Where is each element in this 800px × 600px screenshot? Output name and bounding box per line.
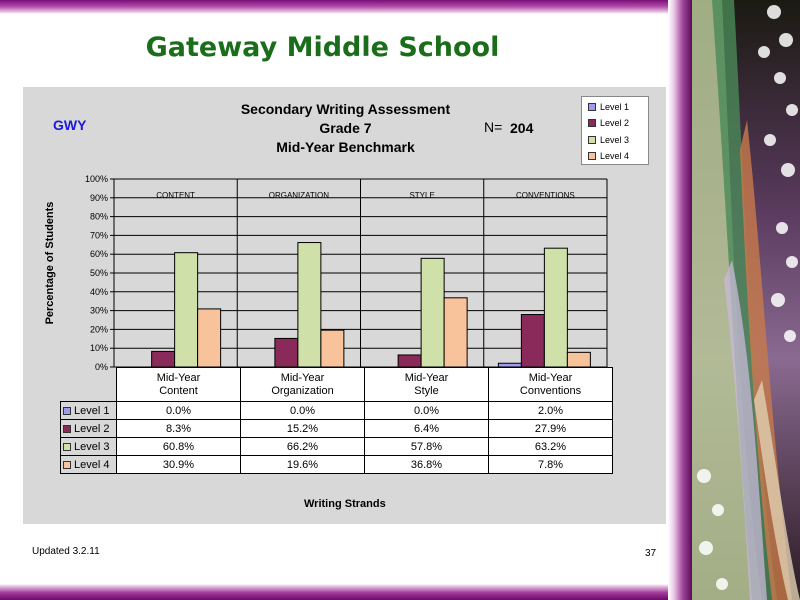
table-cell: 0.0% (364, 401, 489, 420)
table-row: Level 1 0.0% 0.0% 0.0% 2.0% (60, 401, 613, 420)
data-table: Mid-Year Content Mid-Year Organization Mid… (60, 367, 613, 474)
table-row: Level 3 60.8% 66.2% 57.8% 63.2% (60, 437, 613, 456)
table-cell: 36.8% (364, 455, 489, 474)
y-tick-label: 20% (90, 324, 108, 334)
legend-label: Level 4 (600, 151, 630, 161)
table-cell: 19.6% (240, 455, 365, 474)
school-code: GWY (53, 117, 87, 133)
chart-title-line-3: Mid-Year Benchmark (276, 139, 415, 155)
legend-item-level-3: Level 3 (588, 134, 629, 146)
table-swatch (63, 424, 71, 433)
table-cell: 66.2% (240, 437, 365, 456)
legend-item-level-4: Level 4 (588, 150, 629, 162)
legend-swatch (588, 103, 596, 111)
table-cell: 0.0% (116, 401, 241, 420)
table-cell: 27.9% (488, 419, 613, 438)
table-category-header: Mid-Year Conventions (488, 367, 613, 402)
top-border-band (0, 0, 690, 14)
bar-level-3 (297, 242, 322, 368)
x-axis-label: Writing Strands (304, 498, 386, 510)
bar-level-2 (397, 354, 422, 368)
n-value: 204 (510, 120, 534, 136)
bar-level-3 (174, 252, 199, 368)
group-label: CONVENTIONS (516, 191, 575, 200)
table-cell: 15.2% (240, 419, 365, 438)
y-tick-label: 40% (90, 287, 108, 297)
table-category-header: Mid-Year Style (364, 367, 489, 402)
table-row-header: Level 1 (60, 401, 117, 420)
y-tick-label: 10% (90, 343, 108, 353)
bar-level-4 (320, 329, 345, 368)
table-row-header: Level 3 (60, 437, 117, 456)
table-category-header: Mid-Year Content (116, 367, 241, 402)
floral-artwork (692, 0, 800, 600)
table-corner (61, 368, 117, 402)
bar-level-4 (443, 297, 468, 368)
bar-chart: 0% 10% 20% 30% 40% 50% 60% 70% 80% 90% 100% CONTENT… (85, 174, 608, 372)
table-row-header: Level 4 (60, 455, 117, 474)
table-cell: 8.3% (116, 419, 241, 438)
y-tick-label: 80% (90, 212, 108, 222)
legend-label: Level 3 (600, 135, 630, 145)
table-cell: 0.0% (240, 401, 365, 420)
table-cell: 2.0% (488, 401, 613, 420)
y-tick-label: 0% (95, 362, 108, 372)
table-cell: 60.8% (116, 437, 241, 456)
bar-level-4 (566, 351, 591, 368)
chart-legend: Level 1 Level 2 Level 3 Level 4 (581, 96, 649, 165)
bar-level-2 (274, 337, 299, 368)
footer-updated-date: Updated 3.2.11 (32, 546, 100, 557)
chart-title: Secondary Writing Assessment Grade 7 Mid… (218, 100, 473, 157)
table-row: Level 4 30.9% 19.6% 36.8% 7.8% (60, 455, 613, 474)
table-cell: 6.4% (364, 419, 489, 438)
group-label: STYLE (409, 191, 434, 200)
group-label: ORGANIZATION (269, 191, 330, 200)
bar-level-2 (151, 350, 176, 368)
y-tick-label: 100% (85, 174, 108, 184)
group-label: CONTENT (156, 191, 195, 200)
table-row: Level 2 8.3% 15.2% 6.4% 27.9% (60, 419, 613, 438)
y-axis-label: Percentage of Students (44, 201, 56, 325)
table-swatch (63, 460, 71, 469)
legend-swatch (588, 136, 596, 144)
chart-panel: 0% 10% 20% 30% 40% 50% 60% 70% 80% 90% 100% CONTENT… (23, 87, 666, 524)
chart-title-line-2: Grade 7 (319, 120, 372, 136)
table-header-row: Mid-Year Content Mid-Year Organization Mid… (61, 367, 613, 402)
table-swatch (63, 442, 71, 451)
table-swatch (63, 406, 71, 415)
legend-item-level-2: Level 2 (588, 117, 629, 129)
decorative-floral-panel (692, 0, 800, 600)
page-number: 37 (645, 548, 657, 559)
y-tick-label: 30% (90, 306, 108, 316)
bar-level-3 (420, 257, 445, 368)
y-tick-label: 90% (90, 193, 108, 203)
bar-level-2 (520, 314, 545, 368)
chart-title-line-1: Secondary Writing Assessment (240, 101, 451, 117)
table-cell: 7.8% (488, 455, 613, 474)
legend-swatch (588, 152, 596, 160)
table-category-header: Mid-Year Organization (240, 367, 365, 402)
legend-label: Level 1 (600, 102, 630, 112)
table-cell: 63.2% (488, 437, 613, 456)
slide-title: Gateway Middle School (145, 32, 500, 63)
legend-swatch (588, 119, 596, 127)
y-tick-label: 50% (90, 268, 108, 278)
legend-item-level-1: Level 1 (588, 101, 629, 113)
n-label: N= (484, 119, 503, 135)
y-tick-label: 60% (90, 249, 108, 259)
y-tick-label: 70% (90, 230, 108, 240)
table-cell: 57.8% (364, 437, 489, 456)
bottom-border-band (0, 584, 690, 600)
table-cell: 30.9% (116, 455, 241, 474)
bar-level-4 (197, 308, 222, 368)
legend-label: Level 2 (600, 118, 630, 128)
table-row-header: Level 2 (60, 419, 117, 438)
side-border-band (668, 0, 692, 600)
bar-level-3 (543, 247, 568, 368)
